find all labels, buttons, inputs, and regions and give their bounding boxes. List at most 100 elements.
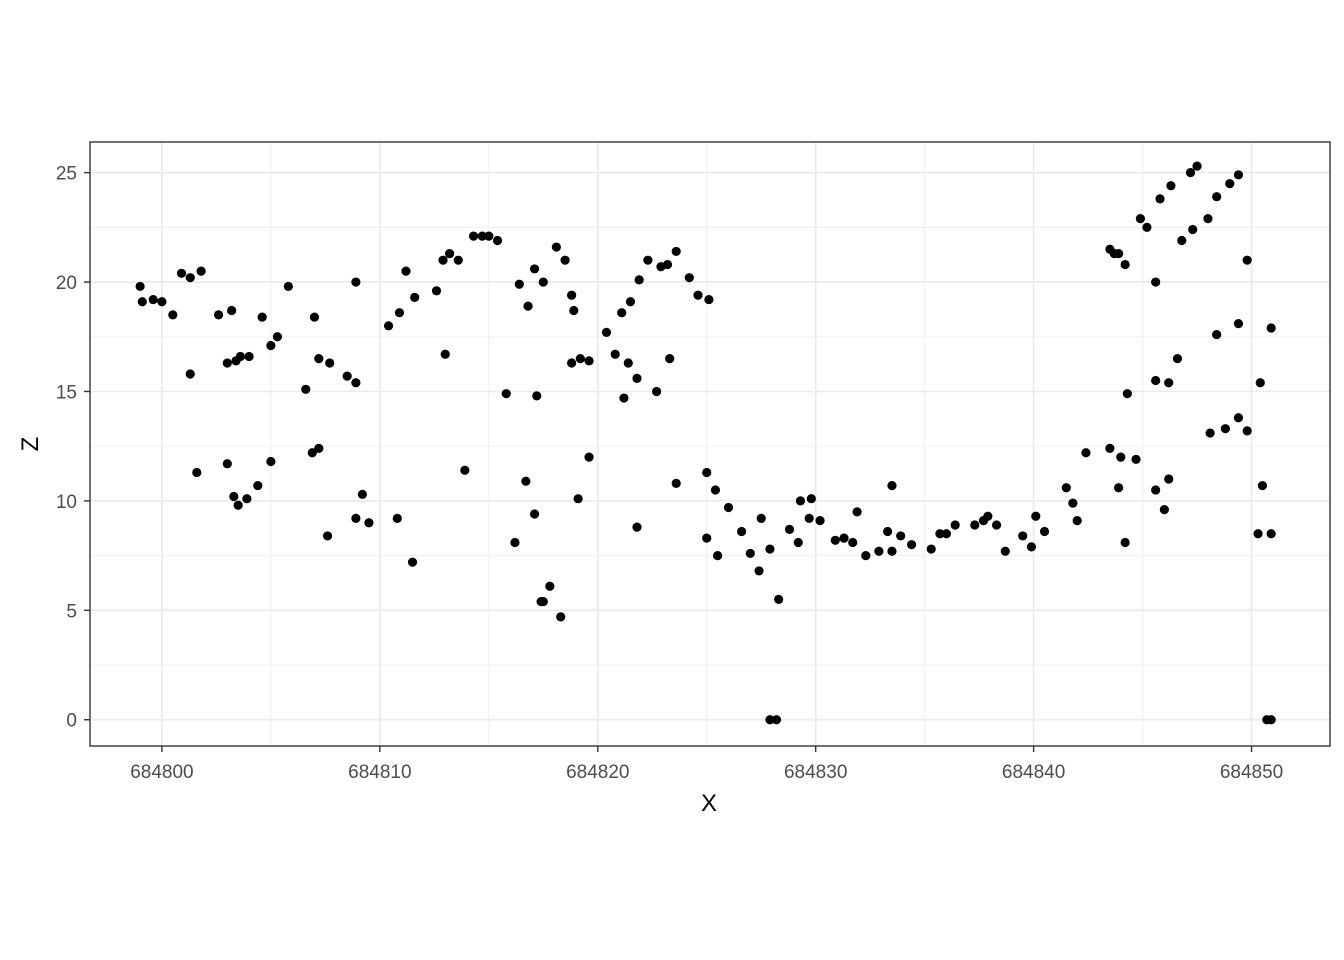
data-point xyxy=(135,281,145,292)
data-point xyxy=(538,277,548,287)
data-point xyxy=(702,467,712,478)
data-point xyxy=(266,340,276,351)
data-point xyxy=(532,391,542,401)
data-point xyxy=(887,546,897,556)
data-point xyxy=(444,249,455,259)
data-point xyxy=(684,273,694,283)
data-point xyxy=(765,544,775,554)
data-point xyxy=(771,715,782,725)
data-point xyxy=(523,301,533,311)
data-point xyxy=(148,294,158,305)
data-point xyxy=(745,548,755,559)
data-point xyxy=(1026,542,1037,552)
data-point xyxy=(410,292,420,302)
data-point xyxy=(665,354,675,364)
data-point xyxy=(662,259,673,270)
data-point xyxy=(625,297,636,307)
y-tick-label: 0 xyxy=(66,711,77,732)
y-axis-title: Z xyxy=(17,437,44,452)
data-point xyxy=(242,494,252,504)
data-point xyxy=(710,485,721,495)
data-point xyxy=(196,266,206,276)
data-point xyxy=(1188,224,1198,235)
data-point xyxy=(601,327,612,337)
data-point xyxy=(351,513,361,524)
data-point xyxy=(906,540,917,550)
data-point xyxy=(567,290,577,300)
data-point xyxy=(477,231,487,241)
data-point xyxy=(357,489,368,499)
data-point xyxy=(754,566,764,576)
data-point xyxy=(1266,529,1276,539)
y-tick-label: 10 xyxy=(56,492,77,513)
data-point xyxy=(1225,178,1235,189)
data-point xyxy=(438,255,448,265)
data-point xyxy=(1212,329,1222,340)
data-point xyxy=(1166,181,1176,191)
data-point xyxy=(723,502,734,513)
x-tick-label: 684850 xyxy=(1220,762,1283,783)
data-point xyxy=(407,557,418,567)
data-point xyxy=(619,393,629,403)
data-point xyxy=(643,255,653,265)
data-point xyxy=(569,305,579,316)
data-point xyxy=(1068,498,1078,508)
data-point xyxy=(1114,249,1124,259)
data-point xyxy=(492,235,503,246)
data-point xyxy=(545,581,555,591)
data-point xyxy=(830,535,840,545)
data-point xyxy=(157,297,167,307)
data-point xyxy=(453,255,463,265)
data-point xyxy=(1253,529,1263,539)
data-point xyxy=(671,246,681,257)
data-point xyxy=(484,231,494,241)
data-point xyxy=(233,500,243,510)
data-point xyxy=(185,273,195,283)
x-tick-label: 684810 xyxy=(348,762,411,783)
data-point xyxy=(1122,389,1132,399)
data-point xyxy=(1135,213,1146,224)
data-point xyxy=(1233,319,1244,329)
data-point xyxy=(401,266,411,276)
data-point xyxy=(874,546,884,556)
data-point xyxy=(501,389,511,399)
data-point xyxy=(137,297,147,307)
data-point xyxy=(538,596,548,607)
x-tick-label: 684830 xyxy=(784,762,847,783)
data-point xyxy=(584,452,594,462)
data-point xyxy=(1155,194,1165,204)
data-point xyxy=(556,612,566,622)
data-point xyxy=(704,294,714,305)
x-axis-title: X xyxy=(701,790,717,817)
data-point xyxy=(795,496,806,506)
data-point xyxy=(896,531,906,541)
data-point xyxy=(551,242,561,252)
data-point xyxy=(1233,413,1244,423)
data-point xyxy=(736,526,747,537)
data-point xyxy=(573,494,583,504)
data-point xyxy=(185,369,195,379)
data-point xyxy=(774,594,784,604)
data-point xyxy=(314,443,324,453)
data-point xyxy=(926,544,936,554)
data-point xyxy=(941,529,952,539)
data-point xyxy=(1000,546,1010,556)
data-point xyxy=(1266,323,1276,333)
data-point xyxy=(991,520,1002,530)
data-point xyxy=(610,349,620,359)
data-point xyxy=(632,522,642,532)
data-point xyxy=(1116,452,1126,462)
data-point xyxy=(460,465,470,475)
data-point xyxy=(176,268,187,278)
data-point xyxy=(394,308,405,318)
data-point xyxy=(1177,235,1187,246)
data-point xyxy=(1203,213,1213,224)
data-point xyxy=(514,279,524,289)
data-point xyxy=(468,231,479,241)
data-point xyxy=(634,275,644,285)
data-point xyxy=(693,290,703,300)
data-point xyxy=(1120,259,1130,270)
data-point xyxy=(244,351,254,362)
data-point xyxy=(1164,378,1174,388)
